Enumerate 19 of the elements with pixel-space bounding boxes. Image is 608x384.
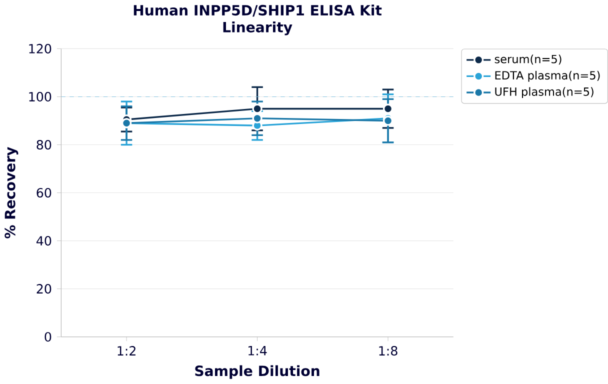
y-tick-label: 20 (36, 284, 52, 294)
x-axis-title: Sample Dilution (195, 365, 320, 380)
y-tick-label: 40 (36, 236, 52, 246)
legend-label: UFH plasma(n=5) (495, 87, 594, 98)
point (252, 104, 262, 114)
legend-label: serum(n=5) (494, 54, 562, 65)
chart-subtitle: Linearity (223, 22, 292, 36)
y-tick-label: 120 (29, 44, 52, 54)
y-axis-title: % Recovery (4, 147, 18, 239)
y-tick-label: 0 (44, 332, 52, 342)
x-tick-label: 1:2 (118, 346, 136, 356)
y-tick-label: 100 (29, 92, 52, 102)
legend-label: EDTA plasma(n=5) (495, 71, 600, 82)
chart-title: Human INPP5D/SHIP1 ELISA Kit (134, 4, 382, 17)
point (252, 113, 262, 124)
y-tick-label: 60 (36, 188, 52, 198)
y-tick-label: 80 (36, 140, 52, 150)
x-tick-label: 1:4 (248, 346, 267, 356)
x-tick-label: 1:8 (379, 346, 398, 356)
